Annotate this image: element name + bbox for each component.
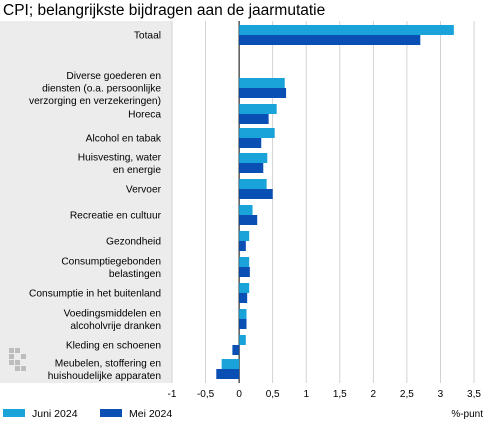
- category-label: Voedingsmiddelen en: [64, 308, 161, 319]
- bar-mei-2024: [239, 35, 421, 45]
- category-label: Alcohol en tabak: [86, 134, 162, 145]
- bar-juni-2024: [239, 309, 247, 319]
- category-labels: Totaal Diverse goederen en diensten (o.a. …: [29, 31, 162, 382]
- legend-swatch-juni: [3, 409, 25, 417]
- bar-mei-2024: [239, 215, 258, 225]
- x-tick-label: 3,5: [467, 389, 481, 400]
- category-label: Kleding en schoenen: [66, 341, 161, 352]
- bar-mei-2024: [239, 293, 248, 303]
- legend-label-juni: Juni 2024: [32, 408, 78, 420]
- legend-swatch-mei: [100, 409, 122, 417]
- gridlines: [171, 21, 475, 383]
- x-axis-ticks: -1 -0,5 0 0,5 1 1,5 2 2,5 3 3,5: [168, 389, 482, 400]
- bar-juni-2024: [239, 335, 246, 345]
- bar-mei-2024: [239, 189, 273, 199]
- bar-mei-2024: [239, 241, 246, 251]
- bar-juni-2024: [239, 283, 250, 293]
- category-label: alcoholvrije dranken: [70, 321, 161, 332]
- bar-juni-2024: [239, 128, 275, 138]
- bar-mei-2024: [239, 267, 250, 277]
- bar-mei-2024: [239, 138, 262, 148]
- category-label: belastingen: [109, 269, 161, 280]
- bar-mei-2024: [239, 163, 264, 173]
- bar-juni-2024: [239, 104, 277, 114]
- chart-title: CPI; belangrijkste bijdragen aan de jaar…: [3, 2, 326, 19]
- category-label: diensten (o.a. persoonlijke: [42, 84, 161, 95]
- bar-mei-2024: [239, 319, 247, 329]
- cbs-logo: [9, 348, 26, 371]
- bar-juni-2024: [239, 78, 285, 88]
- category-label: Recreatie en cultuur: [70, 211, 162, 222]
- category-label: Meubelen, stoffering en: [55, 358, 161, 369]
- x-tick-label: -0,5: [197, 389, 215, 400]
- category-label: Consumptie in het buitenland: [29, 289, 161, 300]
- x-tick-label: 3: [438, 389, 444, 400]
- category-label: Horeca: [128, 110, 161, 121]
- category-label: Totaal: [134, 31, 161, 42]
- bar-mei-2024: [216, 369, 240, 379]
- category-label: Gezondheid: [106, 237, 161, 248]
- x-tick-label: 0,5: [266, 389, 280, 400]
- x-axis-label: %-punt: [451, 409, 483, 420]
- bar-juni-2024: [239, 231, 250, 241]
- x-tick-label: 1: [303, 389, 309, 400]
- bar-juni-2024: [239, 179, 267, 189]
- bar-juni-2024: [239, 153, 268, 163]
- category-label: Huisvesting, water: [78, 152, 162, 163]
- category-label: Diverse goederen en: [66, 71, 161, 82]
- bars: [216, 25, 454, 379]
- bar-juni-2024: [221, 359, 240, 369]
- category-label: verzorging en verzekeringen): [29, 96, 161, 107]
- x-tick-label: -1: [168, 389, 177, 400]
- category-label: Vervoer: [126, 185, 162, 196]
- category-label: en energie: [113, 165, 161, 176]
- x-tick-label: 2: [371, 389, 377, 400]
- x-tick-label: 0: [236, 389, 242, 400]
- bar-juni-2024: [239, 205, 253, 215]
- legend-label-mei: Mei 2024: [129, 408, 172, 420]
- category-label-panel: [0, 21, 172, 383]
- category-label: huishoudelijke apparaten: [48, 371, 161, 382]
- bar-mei-2024: [239, 88, 287, 98]
- bar-mei-2024: [239, 114, 269, 124]
- bar-juni-2024: [239, 25, 454, 35]
- category-label: Consumptiegebonden: [61, 256, 161, 267]
- bar-juni-2024: [239, 257, 250, 267]
- x-tick-label: 2,5: [400, 389, 414, 400]
- bar-mei-2024: [232, 345, 240, 355]
- x-tick-label: 1,5: [333, 389, 347, 400]
